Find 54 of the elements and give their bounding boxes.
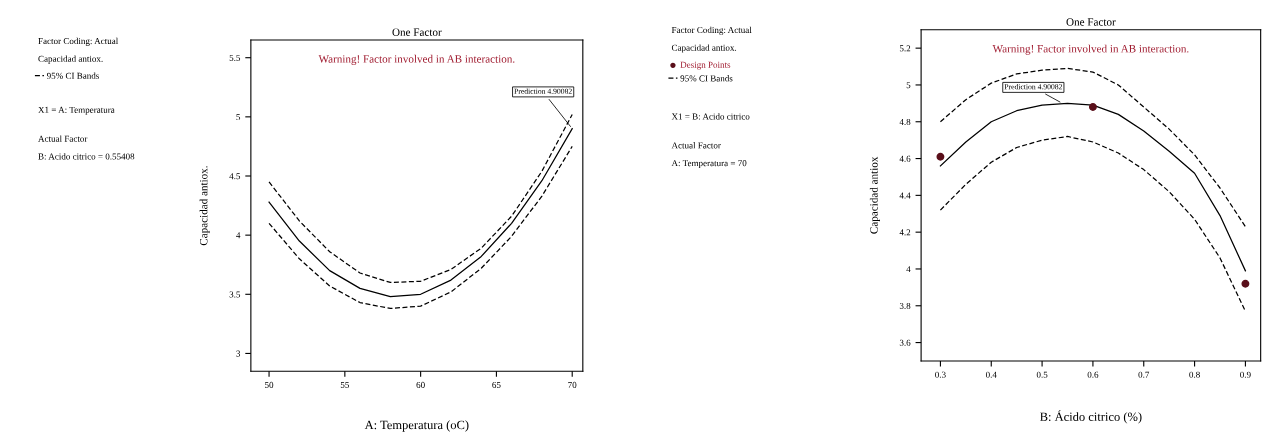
x-tick-label: 0.6 [1087, 371, 1099, 378]
line-series [939, 135, 1247, 312]
y-tick-label: 4 [236, 232, 241, 239]
line-series [268, 145, 573, 310]
y-tick-label: 3 [236, 350, 241, 357]
text: Actual Factor [671, 142, 721, 149]
x-tick-label: 0.4 [985, 371, 997, 378]
x-axis-title: A: Temperatura (oC) [364, 420, 469, 432]
y-tick-label: 4.8 [899, 118, 911, 126]
text: X1 = A: Temperatura [38, 106, 115, 115]
y-tick-label: 4.5 [229, 173, 241, 180]
x-tick-label: 0.7 [1138, 371, 1150, 378]
x-axis-title: B: Ácido citrico (%) [1040, 410, 1142, 424]
x-tick-label: 70 [568, 381, 577, 388]
legend-label: 95% CI Bands [680, 75, 733, 82]
x-tick-label: 0.9 [1240, 371, 1251, 378]
y-axis-title: Capacidad antiox. [199, 166, 210, 246]
y-tick-label: 4 [906, 266, 911, 273]
text: Actual Factor [38, 135, 88, 142]
legend-label: 95% CI Bands [46, 72, 99, 79]
text: B: Acido citrico = 0.55408 [38, 153, 135, 160]
x-tick-label: 0.8 [1189, 371, 1200, 378]
x-tick-label: 60 [416, 381, 425, 388]
y-tick-label: 4.4 [899, 192, 911, 199]
x-tick-label: 0.3 [935, 371, 946, 378]
x-tick-label: 50 [265, 381, 274, 388]
text: A: Temperatura = 70 [671, 160, 747, 169]
y-tick-label: 4.2 [899, 229, 911, 236]
x-tick-label: 55 [340, 381, 350, 388]
y-tick-label: 3.5 [229, 291, 241, 298]
line-series [939, 67, 1247, 228]
x-tick-label: 0.5 [1036, 371, 1048, 378]
text: Warning! Factor involved in AB interaction. [318, 54, 515, 65]
text: Warning! Factor involved in AB interaction. [992, 44, 1189, 55]
point [1241, 279, 1250, 288]
point [1088, 103, 1097, 111]
legend-label: Design Points [680, 61, 731, 70]
text: X1 = B: Acido citrico [671, 113, 750, 120]
y-tick-label: 5 [236, 114, 241, 121]
text: Capacidad antiox. [671, 44, 737, 53]
y-tick-label: 5.2 [899, 45, 911, 52]
y-tick-label: 3.6 [899, 339, 911, 346]
y-tick-label: 4.6 [899, 155, 911, 162]
point [936, 152, 945, 161]
y-axis-title: Capacidad antiox [869, 156, 880, 234]
y-tick-label: 3.8 [899, 302, 911, 310]
x-tick-label: 65 [492, 381, 501, 388]
chart-title: One Factor [1066, 18, 1116, 26]
text: Capacidad antiox. [38, 55, 103, 64]
text: Factor Coding: Actual [671, 26, 752, 35]
y-tick-label: 5 [906, 82, 911, 89]
text: Factor Coding: Actual [38, 37, 119, 46]
chart-title: One Factor [392, 28, 442, 36]
y-tick-label: 5.5 [229, 54, 241, 61]
